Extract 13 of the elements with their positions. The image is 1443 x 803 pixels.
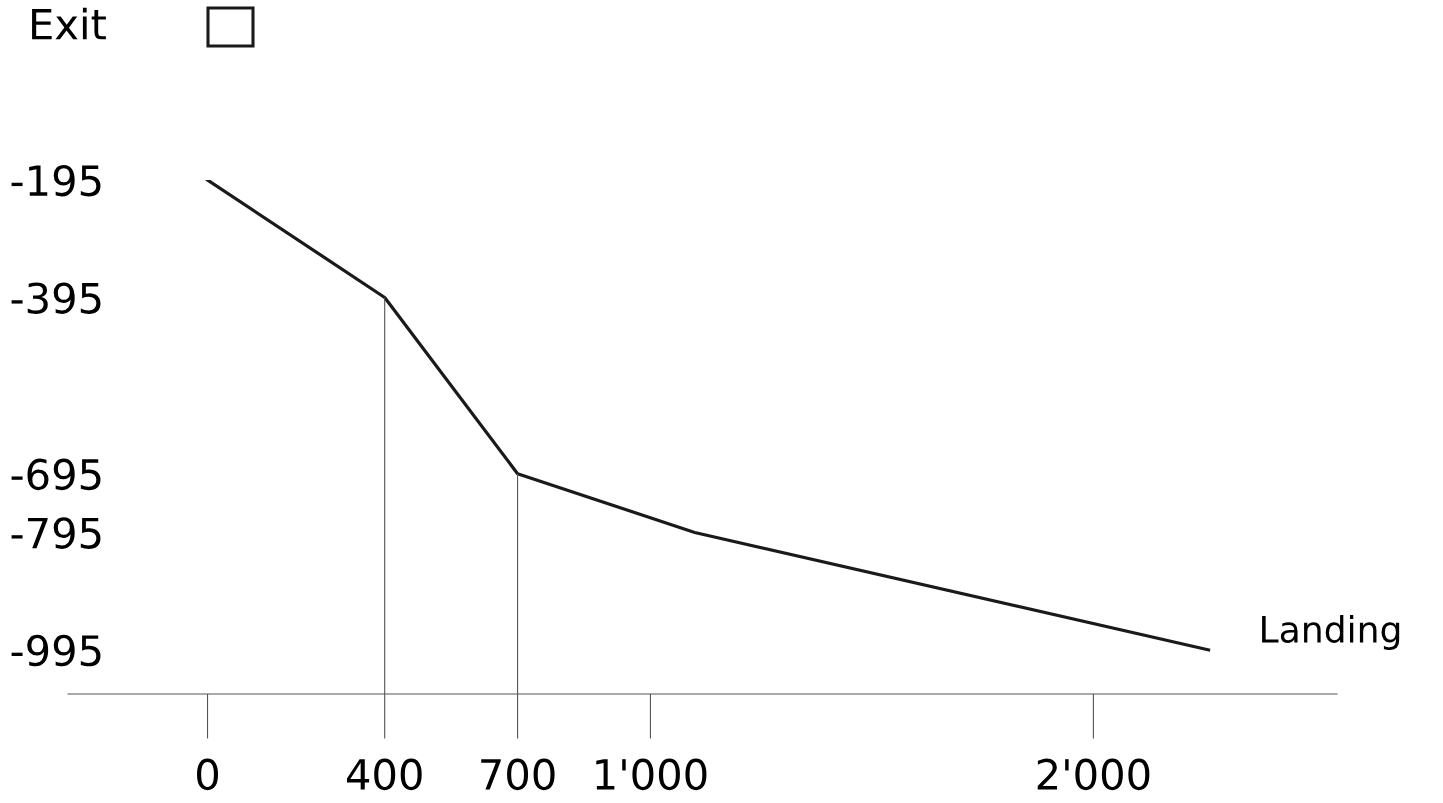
- annotation: Landing: [1262, 614, 1400, 650]
- y-tick-label: -695: [11, 458, 101, 491]
- x-tick-label: 400: [346, 758, 422, 791]
- y-tick-label: -195: [11, 164, 101, 197]
- x-tick-label: 0: [197, 758, 219, 791]
- x-tick-label: 2'000: [1037, 758, 1150, 791]
- y-tick-label: -395: [11, 282, 101, 314]
- y-tick-label: -795: [11, 517, 101, 549]
- y-tick-label: -995: [11, 634, 101, 667]
- x-tick-label: 1'000: [596, 758, 707, 791]
- line-series: [205, 180, 1211, 652]
- text: Exit: [32, 7, 106, 40]
- x-tick-label: 700: [481, 758, 555, 791]
